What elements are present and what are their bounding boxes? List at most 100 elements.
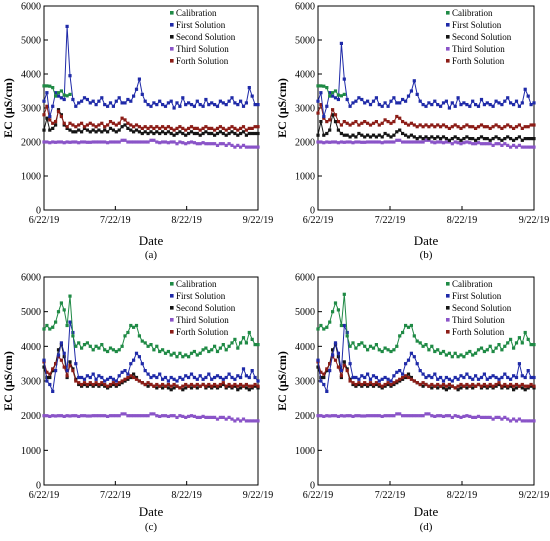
data-point-third: [100, 140, 104, 144]
data-point-forth: [476, 125, 481, 129]
data-point-first: [85, 374, 89, 378]
data-point-second: [386, 382, 390, 387]
data-point-third: [166, 141, 170, 145]
data-point-third: [439, 140, 443, 144]
data-point-second: [80, 384, 84, 388]
data-point-second: [161, 386, 165, 390]
data-point-third: [146, 140, 150, 144]
data-point-third: [476, 414, 481, 418]
x-tick-label: 7/22/19: [100, 215, 131, 226]
data-point-third: [140, 140, 144, 144]
data-point-forth: [474, 384, 478, 388]
data-point-calibration: [221, 343, 225, 347]
data-point-second: [404, 375, 408, 380]
data-point-first: [91, 99, 95, 103]
data-point-third: [430, 414, 434, 418]
data-point-first: [529, 103, 533, 107]
data-point-second: [114, 384, 118, 388]
data-point-second: [336, 128, 340, 132]
data-point-first: [221, 377, 225, 381]
data-point-first: [247, 86, 251, 90]
data-point-third: [94, 414, 98, 418]
data-point-third: [134, 414, 139, 418]
series-forth: [42, 104, 260, 132]
x-axis-title: Date: [414, 233, 439, 248]
data-point-forth: [512, 126, 516, 130]
data-point-first: [195, 377, 199, 381]
data-point-third: [503, 415, 507, 419]
data-point-second: [227, 131, 231, 136]
data-point-forth: [215, 126, 220, 130]
data-point-second: [514, 386, 519, 390]
data-point-forth: [371, 121, 376, 125]
data-point-forth: [345, 121, 349, 125]
legend-entry-calibration: Calibration: [452, 8, 493, 18]
data-point-calibration: [169, 353, 173, 357]
data-point-first: [59, 96, 63, 100]
data-point-third: [227, 142, 231, 146]
x-tick-label: 8/22/19: [447, 490, 478, 501]
data-point-calibration: [201, 348, 205, 352]
legend-entry-first: First Solution: [176, 20, 226, 30]
data-point-calibration: [65, 323, 69, 328]
legend-entry-forth: Forth Solution: [452, 327, 505, 337]
data-point-calibration: [485, 348, 489, 352]
data-point-calibration: [172, 351, 176, 355]
data-point-first: [348, 104, 352, 108]
data-point-third: [143, 140, 147, 144]
data-point-forth: [418, 123, 422, 127]
data-point-forth: [62, 121, 66, 125]
data-point-third: [433, 414, 437, 418]
data-point-third: [427, 138, 431, 142]
series-first: [316, 323, 536, 394]
data-point-third: [256, 145, 260, 149]
data-point-second: [155, 386, 159, 390]
data-point-calibration: [224, 348, 228, 352]
data-point-second: [210, 386, 214, 390]
data-point-forth: [450, 384, 454, 388]
data-point-first: [114, 379, 118, 383]
data-point-first: [233, 101, 237, 105]
data-point-forth: [439, 125, 443, 129]
data-point-forth: [247, 384, 251, 388]
data-point-calibration: [339, 94, 343, 98]
data-point-forth: [427, 125, 431, 129]
series-second: [42, 108, 260, 137]
data-point-second: [406, 372, 411, 376]
data-point-forth: [509, 382, 513, 387]
data-point-forth: [383, 382, 387, 387]
data-point-first: [368, 103, 373, 107]
legend-entry-first: First Solution: [452, 20, 502, 30]
data-point-second: [409, 133, 413, 137]
data-point-third: [184, 415, 188, 419]
data-point-calibration: [108, 346, 113, 350]
data-point-forth: [169, 126, 173, 130]
data-point-calibration: [62, 308, 66, 312]
data-point-forth: [441, 123, 446, 127]
data-point-forth: [54, 120, 58, 124]
data-point-second: [430, 135, 434, 139]
y-tick-label: 0: [36, 481, 41, 492]
data-point-third: [178, 140, 182, 144]
data-point-third: [368, 414, 373, 418]
data-point-calibration: [427, 348, 431, 352]
data-point-second: [468, 137, 472, 141]
data-point-first: [514, 99, 519, 103]
data-point-second: [123, 123, 127, 127]
data-point-second: [465, 386, 469, 390]
data-point-forth: [256, 384, 260, 388]
data-point-first: [48, 382, 52, 387]
data-point-second: [74, 130, 78, 134]
data-point-forth: [108, 120, 113, 124]
data-point-forth: [328, 362, 332, 366]
data-point-third: [377, 414, 381, 418]
data-point-first: [436, 377, 440, 381]
data-point-first: [59, 341, 63, 345]
data-point-first: [256, 379, 260, 383]
data-point-forth: [392, 120, 396, 124]
data-point-first: [427, 374, 431, 378]
data-point-forth: [187, 384, 191, 388]
data-point-first: [436, 103, 440, 107]
data-point-calibration: [366, 348, 370, 352]
data-point-calibration: [465, 351, 469, 355]
